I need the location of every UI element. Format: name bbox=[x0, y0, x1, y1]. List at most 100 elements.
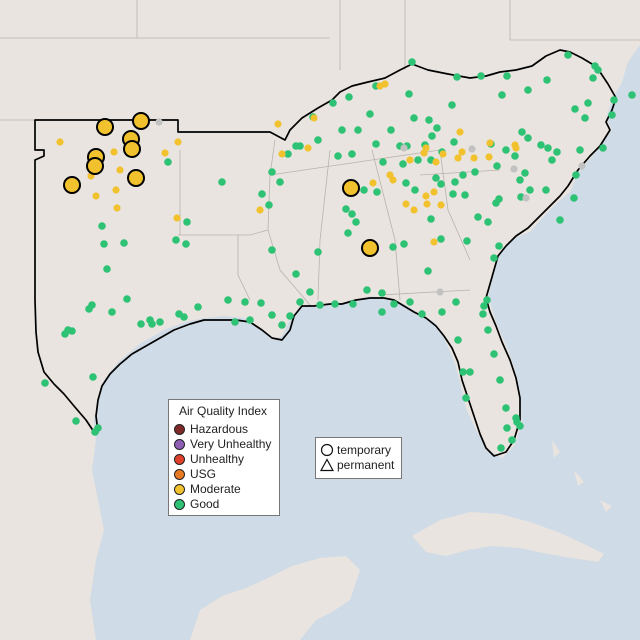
moderate-site-marker[interactable] bbox=[430, 188, 438, 196]
good-site-marker[interactable] bbox=[451, 178, 459, 186]
moderate-site-marker[interactable] bbox=[410, 206, 418, 214]
moderate-site-marker[interactable] bbox=[437, 201, 445, 209]
good-site-marker[interactable] bbox=[172, 236, 180, 244]
good-site-marker[interactable] bbox=[342, 205, 350, 213]
good-site-marker[interactable] bbox=[428, 132, 436, 140]
good-site-marker[interactable] bbox=[459, 171, 467, 179]
good-site-marker[interactable] bbox=[453, 73, 461, 81]
good-site-marker[interactable] bbox=[366, 110, 374, 118]
good-site-marker[interactable] bbox=[599, 144, 607, 152]
good-site-marker[interactable] bbox=[572, 171, 580, 179]
good-site-marker[interactable] bbox=[524, 86, 532, 94]
no-data-site-marker[interactable] bbox=[400, 144, 408, 152]
good-site-marker[interactable] bbox=[156, 318, 164, 326]
good-site-marker[interactable] bbox=[258, 190, 266, 198]
good-site-marker[interactable] bbox=[268, 311, 276, 319]
good-site-marker[interactable] bbox=[608, 111, 616, 119]
no-data-site-marker[interactable] bbox=[510, 165, 518, 173]
good-site-marker[interactable] bbox=[553, 148, 561, 156]
good-site-marker[interactable] bbox=[502, 404, 510, 412]
good-site-marker[interactable] bbox=[345, 93, 353, 101]
good-site-marker[interactable] bbox=[503, 72, 511, 80]
good-site-marker[interactable] bbox=[276, 178, 284, 186]
good-site-marker[interactable] bbox=[503, 424, 511, 432]
good-site-marker[interactable] bbox=[449, 190, 457, 198]
good-site-marker[interactable] bbox=[278, 321, 286, 329]
good-site-marker[interactable] bbox=[570, 194, 578, 202]
good-site-marker[interactable] bbox=[484, 218, 492, 226]
moderate-site-marker[interactable] bbox=[432, 158, 440, 166]
good-site-marker[interactable] bbox=[589, 74, 597, 82]
good-site-marker[interactable] bbox=[498, 91, 506, 99]
good-site-marker[interactable] bbox=[405, 90, 413, 98]
good-site-marker[interactable] bbox=[389, 243, 397, 251]
good-site-marker[interactable] bbox=[521, 169, 529, 177]
good-site-marker[interactable] bbox=[526, 186, 534, 194]
good-site-marker[interactable] bbox=[462, 394, 470, 402]
moderate-site-marker[interactable] bbox=[458, 148, 466, 156]
moderate-site-marker[interactable] bbox=[110, 148, 118, 156]
good-site-marker[interactable] bbox=[164, 158, 172, 166]
good-site-marker[interactable] bbox=[493, 162, 501, 170]
moderate-site-marker[interactable] bbox=[173, 214, 181, 222]
moderate-site-marker[interactable] bbox=[274, 120, 282, 128]
moderate-site-marker[interactable] bbox=[389, 176, 397, 184]
good-site-marker[interactable] bbox=[406, 298, 414, 306]
good-site-marker[interactable] bbox=[556, 216, 564, 224]
good-site-marker[interactable] bbox=[490, 254, 498, 262]
good-site-marker[interactable] bbox=[334, 152, 342, 160]
good-site-marker[interactable] bbox=[183, 218, 191, 226]
moderate-site-marker[interactable] bbox=[486, 139, 494, 147]
good-site-marker[interactable] bbox=[518, 128, 526, 136]
no-data-site-marker[interactable] bbox=[436, 288, 444, 296]
good-site-marker[interactable] bbox=[379, 158, 387, 166]
good-site-marker[interactable] bbox=[461, 191, 469, 199]
good-site-marker[interactable] bbox=[571, 105, 579, 113]
good-site-marker[interactable] bbox=[564, 51, 572, 59]
good-site-marker[interactable] bbox=[372, 140, 380, 148]
good-site-marker[interactable] bbox=[123, 295, 131, 303]
moderate-temporary-site-marker[interactable] bbox=[132, 112, 150, 130]
good-site-marker[interactable] bbox=[296, 298, 304, 306]
good-site-marker[interactable] bbox=[387, 126, 395, 134]
moderate-site-marker[interactable] bbox=[116, 166, 124, 174]
good-site-marker[interactable] bbox=[479, 310, 487, 318]
good-site-marker[interactable] bbox=[218, 178, 226, 186]
good-site-marker[interactable] bbox=[400, 240, 408, 248]
good-site-marker[interactable] bbox=[408, 58, 416, 66]
good-site-marker[interactable] bbox=[338, 126, 346, 134]
good-site-marker[interactable] bbox=[61, 330, 69, 338]
good-site-marker[interactable] bbox=[363, 286, 371, 294]
good-site-marker[interactable] bbox=[490, 350, 498, 358]
moderate-site-marker[interactable] bbox=[456, 128, 464, 136]
good-site-marker[interactable] bbox=[348, 210, 356, 218]
moderate-site-marker[interactable] bbox=[304, 144, 312, 152]
moderate-site-marker[interactable] bbox=[485, 153, 493, 161]
good-site-marker[interactable] bbox=[543, 76, 551, 84]
good-site-marker[interactable] bbox=[103, 265, 111, 273]
good-site-marker[interactable] bbox=[463, 237, 471, 245]
good-site-marker[interactable] bbox=[477, 72, 485, 80]
good-site-marker[interactable] bbox=[502, 146, 510, 154]
no-data-site-marker[interactable] bbox=[578, 162, 586, 170]
moderate-site-marker[interactable] bbox=[470, 154, 478, 162]
good-site-marker[interactable] bbox=[378, 289, 386, 297]
good-site-marker[interactable] bbox=[437, 180, 445, 188]
good-site-marker[interactable] bbox=[495, 242, 503, 250]
moderate-site-marker[interactable] bbox=[92, 192, 100, 200]
good-site-marker[interactable] bbox=[459, 368, 467, 376]
moderate-site-marker[interactable] bbox=[422, 144, 430, 152]
good-site-marker[interactable] bbox=[414, 156, 422, 164]
moderate-site-marker[interactable] bbox=[161, 149, 169, 157]
good-site-marker[interactable] bbox=[497, 444, 505, 452]
moderate-site-marker[interactable] bbox=[430, 238, 438, 246]
moderate-site-marker[interactable] bbox=[56, 138, 64, 146]
good-site-marker[interactable] bbox=[496, 376, 504, 384]
moderate-temporary-site-marker[interactable] bbox=[63, 176, 81, 194]
good-site-marker[interactable] bbox=[448, 101, 456, 109]
good-site-marker[interactable] bbox=[296, 142, 304, 150]
no-data-site-marker[interactable] bbox=[522, 194, 530, 202]
good-site-marker[interactable] bbox=[194, 303, 202, 311]
good-site-marker[interactable] bbox=[85, 305, 93, 313]
